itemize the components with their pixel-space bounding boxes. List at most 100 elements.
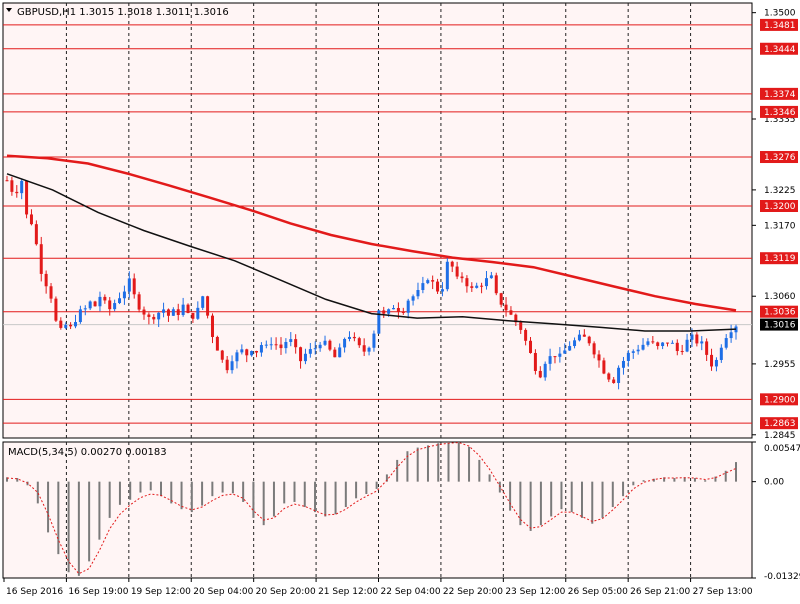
candle-body bbox=[15, 191, 19, 194]
price-panel[interactable] bbox=[2, 2, 753, 439]
candle-body bbox=[621, 360, 625, 368]
candle-body bbox=[313, 348, 317, 350]
candle-body bbox=[440, 289, 444, 292]
candle-body bbox=[54, 298, 58, 321]
candle-body bbox=[538, 370, 542, 378]
level-label: 1.2900 bbox=[764, 395, 796, 405]
candle-body bbox=[132, 278, 136, 295]
candle-body bbox=[626, 352, 630, 361]
x-tick-label: 21 Sep 12:00 bbox=[318, 587, 378, 597]
candle-body bbox=[323, 340, 327, 345]
candle-body bbox=[29, 214, 33, 225]
candle-body bbox=[299, 347, 303, 362]
candle-body bbox=[83, 308, 87, 310]
candle-body bbox=[431, 280, 435, 282]
x-tick-label: 26 Sep 21:00 bbox=[630, 587, 690, 597]
candle-body bbox=[347, 336, 351, 339]
candle-body bbox=[656, 342, 660, 347]
candle-body bbox=[670, 342, 674, 344]
candle-body bbox=[710, 354, 714, 367]
current-price-label: 1.3016 bbox=[764, 321, 796, 331]
candle-body bbox=[78, 309, 82, 323]
candle-body bbox=[685, 339, 689, 352]
candle-body bbox=[147, 314, 151, 317]
x-tick-label: 27 Sep 13:00 bbox=[693, 587, 753, 597]
candle-body bbox=[215, 336, 219, 351]
level-label: 1.3346 bbox=[764, 108, 796, 118]
candle-body bbox=[122, 291, 126, 299]
level-tag bbox=[760, 151, 798, 164]
candle-body bbox=[680, 351, 684, 353]
candle-body bbox=[343, 338, 347, 348]
x-tick-label: 16 Sep 19:00 bbox=[68, 587, 128, 597]
candle-body bbox=[445, 261, 449, 290]
candle-body bbox=[59, 320, 63, 328]
candle-body bbox=[548, 356, 552, 364]
candle-body bbox=[529, 340, 533, 353]
candle-body bbox=[533, 352, 537, 371]
candle-body bbox=[480, 285, 484, 287]
candle-body bbox=[49, 286, 53, 299]
candle-body bbox=[352, 336, 356, 339]
candle-body bbox=[382, 310, 386, 314]
horizontal-levels bbox=[3, 24, 752, 424]
candle-body bbox=[470, 286, 474, 288]
candle-body bbox=[524, 329, 528, 341]
candle-body bbox=[362, 345, 366, 352]
level-label: 1.3374 bbox=[764, 90, 796, 100]
candle-body bbox=[255, 351, 259, 353]
candle-body bbox=[641, 344, 645, 350]
candle-body bbox=[377, 310, 381, 334]
candle-body bbox=[137, 294, 141, 310]
candle-body bbox=[44, 273, 48, 287]
candle-body bbox=[230, 361, 234, 371]
macd-panel[interactable] bbox=[2, 441, 753, 579]
level-label: 1.3276 bbox=[764, 153, 796, 163]
candle-body bbox=[240, 349, 244, 353]
candle-body bbox=[607, 373, 611, 380]
candle-body bbox=[690, 334, 694, 340]
candle-body bbox=[631, 351, 635, 353]
candle-body bbox=[392, 308, 396, 310]
candle-body bbox=[303, 353, 307, 362]
candle-body bbox=[504, 304, 508, 311]
candle-body bbox=[568, 346, 572, 351]
candle-body bbox=[152, 316, 156, 320]
candle-body bbox=[406, 300, 410, 313]
x-tick-label: 19 Sep 12:00 bbox=[131, 587, 191, 597]
candle-body bbox=[108, 300, 112, 310]
candle-body bbox=[5, 180, 9, 182]
macd-y-tick-label: 0.00547 bbox=[764, 444, 800, 454]
macd-axis: 0.00547 0.00 -0.01329 bbox=[752, 441, 800, 582]
candle-body bbox=[103, 296, 107, 301]
macd-y-tick-label: 0.00 bbox=[764, 478, 784, 488]
candle-body bbox=[176, 309, 180, 316]
macd-signal-line bbox=[6, 442, 737, 575]
candle-body bbox=[64, 324, 68, 328]
candle-body bbox=[705, 341, 709, 355]
level-label: 1.3200 bbox=[764, 202, 796, 212]
candle-body bbox=[573, 340, 577, 347]
candle-body bbox=[411, 296, 415, 301]
candle-body bbox=[475, 285, 479, 288]
chevron-down-icon[interactable] bbox=[6, 8, 12, 12]
candle-body bbox=[396, 308, 400, 312]
candle-body bbox=[127, 278, 131, 292]
candle-body bbox=[416, 290, 420, 297]
candle-body bbox=[318, 344, 322, 349]
candle-body bbox=[191, 312, 195, 319]
candle-body bbox=[587, 336, 591, 344]
candle-body bbox=[509, 310, 513, 315]
candle-body bbox=[617, 367, 621, 383]
candle-body bbox=[700, 341, 704, 344]
level-tag bbox=[760, 42, 798, 55]
candle-body bbox=[592, 343, 596, 355]
candle-body bbox=[245, 349, 249, 356]
candle-body bbox=[387, 309, 391, 314]
level-tag bbox=[760, 18, 798, 31]
candle-body bbox=[10, 180, 14, 192]
candle-body bbox=[494, 275, 498, 294]
candle-body bbox=[259, 345, 263, 353]
